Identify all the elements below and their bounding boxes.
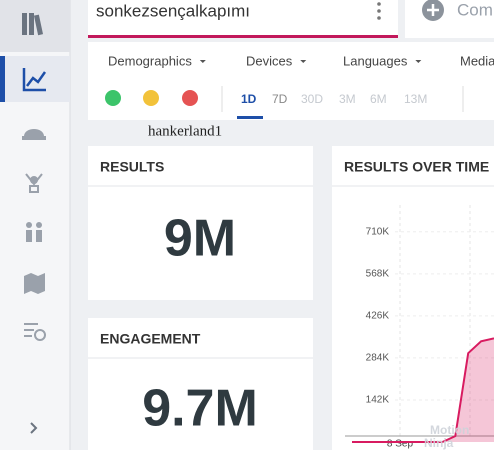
- overlay-text: Ninja: [424, 436, 454, 450]
- active-indicator: [0, 56, 5, 102]
- card-title: ENGAGEMENT: [100, 331, 201, 347]
- selected-range-underline: [237, 116, 263, 119]
- filter-dropdown[interactable]: Languages: [343, 53, 408, 68]
- filter-dropdown[interactable]: Devices: [246, 53, 293, 68]
- y-tick-label: 568K: [366, 268, 390, 279]
- watermark: hankerland1: [148, 123, 222, 139]
- library-button[interactable]: [0, 0, 70, 52]
- influencer-icon[interactable]: [25, 173, 43, 193]
- audience-icon[interactable]: [26, 222, 42, 242]
- expand-chevron[interactable]: [30, 422, 38, 434]
- card-value: 9M: [164, 210, 236, 268]
- filter-panel: [88, 42, 494, 120]
- plus-icon: [427, 4, 439, 16]
- dropdown-caret: [415, 60, 422, 63]
- dropdown-caret: [300, 60, 307, 63]
- engagement-card: [88, 318, 313, 450]
- y-tick-label: 142K: [366, 395, 390, 406]
- compose-button[interactable]: [405, 0, 494, 38]
- y-tick-label: 710K: [366, 226, 390, 237]
- compose-label: Com: [457, 0, 493, 19]
- negative-sentiment[interactable]: [182, 90, 198, 106]
- chart-card: [332, 146, 494, 450]
- search-list-icon[interactable]: [24, 323, 46, 341]
- card-title: RESULTS: [100, 159, 164, 175]
- analytics-icon: [22, 68, 47, 92]
- search-underline: [88, 35, 398, 38]
- y-tick-label: 284K: [366, 353, 390, 364]
- chart-title: RESULTS OVER TIME: [344, 159, 489, 175]
- cloud-icon[interactable]: [22, 129, 46, 140]
- search-query: sonkezsençalkapımı: [96, 1, 250, 20]
- dropdown-caret: [199, 60, 206, 63]
- time-range[interactable]: 1D: [241, 92, 257, 106]
- positive-sentiment[interactable]: [105, 90, 121, 106]
- overlay-text: Motion: [430, 423, 469, 437]
- map-icon[interactable]: [24, 273, 45, 294]
- library-icon: [22, 13, 44, 36]
- time-range[interactable]: 13M: [404, 92, 427, 106]
- x-tick-label: 8 Sep: [387, 439, 414, 450]
- kebab-menu[interactable]: [377, 2, 381, 20]
- time-range[interactable]: 7D: [272, 92, 288, 106]
- search-box[interactable]: [88, 0, 398, 38]
- time-range[interactable]: 3M: [339, 92, 356, 106]
- filter-dropdown[interactable]: Demographics: [108, 53, 192, 68]
- card-value: 9.7M: [142, 380, 258, 438]
- results-card: [88, 146, 313, 300]
- time-range[interactable]: 6M: [370, 92, 387, 106]
- y-tick-label: 426K: [366, 311, 390, 322]
- line: [352, 337, 494, 443]
- time-range[interactable]: 30D: [301, 92, 323, 106]
- neutral-sentiment[interactable]: [143, 90, 159, 106]
- filter-dropdown[interactable]: Media: [460, 53, 494, 68]
